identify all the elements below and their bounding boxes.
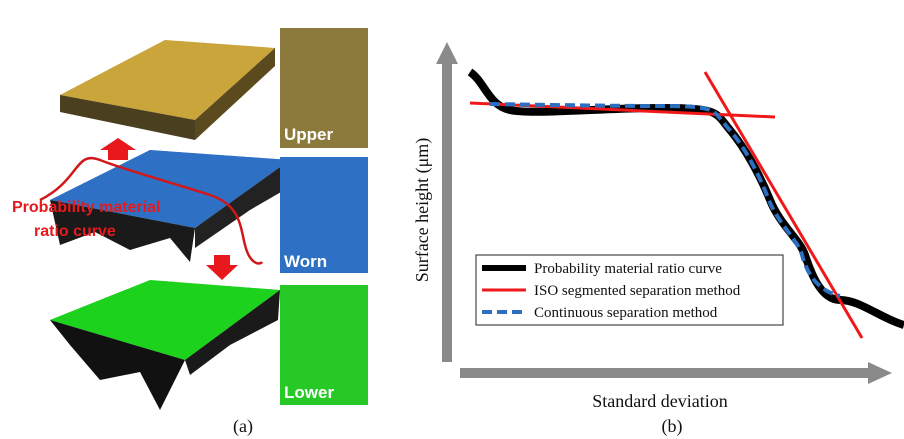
caption: (b) [662,416,683,437]
curve-label: ratio curve [34,223,116,240]
surface-upper [60,40,275,140]
arrow-down [206,255,238,280]
arrow-up [100,138,136,160]
y-label: Surface height (μm) [412,138,433,283]
legend: Probability material ratio curve ISO seg… [476,255,783,325]
x-axis [868,362,892,384]
curve-label: Probability material [12,199,161,216]
y-axis [436,42,458,64]
tile-label: Lower [284,383,334,402]
surface-lower [50,280,280,410]
legend-label: Probability material ratio curve [534,261,722,277]
y-axis [442,62,452,362]
tile-label: Upper [284,125,334,144]
legend-label: Continuous separation method [534,305,718,321]
legend-label: ISO segmented separation method [534,283,741,299]
figure: Probability material ratio curve Upper W… [0,0,904,439]
caption: (a) [233,416,253,437]
x-axis [460,368,870,378]
tile-label: Worn [284,252,327,271]
x-label: Standard deviation [592,391,727,411]
